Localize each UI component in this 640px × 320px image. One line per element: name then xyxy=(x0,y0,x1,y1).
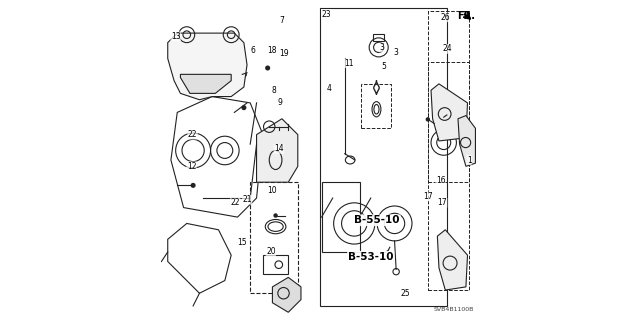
Text: SVB4B1100B: SVB4B1100B xyxy=(433,307,474,312)
Bar xyxy=(361,84,392,128)
Bar xyxy=(373,34,384,41)
Text: 22: 22 xyxy=(188,130,197,139)
Bar xyxy=(263,255,288,274)
Text: 16: 16 xyxy=(436,176,445,185)
Polygon shape xyxy=(458,116,476,166)
Text: 17: 17 xyxy=(437,198,447,207)
Circle shape xyxy=(445,112,450,116)
Polygon shape xyxy=(437,230,467,290)
Text: 3: 3 xyxy=(394,48,399,57)
Text: 3: 3 xyxy=(380,43,384,52)
Text: 7: 7 xyxy=(280,16,284,25)
Polygon shape xyxy=(431,84,467,141)
Text: 5: 5 xyxy=(381,62,386,71)
Circle shape xyxy=(273,213,278,218)
Text: 22: 22 xyxy=(230,198,240,207)
Text: 13: 13 xyxy=(171,32,180,41)
Text: 14: 14 xyxy=(274,144,284,153)
Text: 4: 4 xyxy=(327,84,332,93)
Text: 20: 20 xyxy=(266,247,276,257)
Text: 6: 6 xyxy=(251,46,256,55)
Text: 26: 26 xyxy=(440,13,450,22)
Circle shape xyxy=(191,183,196,188)
Text: 9: 9 xyxy=(278,99,283,108)
Circle shape xyxy=(426,117,430,122)
Text: 15: 15 xyxy=(237,238,247,247)
Polygon shape xyxy=(257,119,298,182)
Bar xyxy=(250,182,298,293)
Text: 12: 12 xyxy=(187,162,196,171)
Text: 24: 24 xyxy=(442,44,452,53)
Polygon shape xyxy=(273,277,301,312)
Text: 10: 10 xyxy=(268,186,277,195)
Text: 21: 21 xyxy=(243,195,252,204)
Text: 23: 23 xyxy=(321,10,331,19)
Polygon shape xyxy=(180,74,231,93)
Text: 8: 8 xyxy=(271,86,276,95)
Text: B-55-10: B-55-10 xyxy=(355,215,400,225)
Text: B-53-10: B-53-10 xyxy=(348,252,394,262)
Text: 17: 17 xyxy=(423,192,433,201)
Bar xyxy=(428,11,469,182)
Text: 19: 19 xyxy=(278,49,289,58)
Circle shape xyxy=(265,66,270,70)
Bar xyxy=(428,62,469,290)
Bar xyxy=(321,182,360,252)
Text: 25: 25 xyxy=(401,289,410,298)
Text: 1: 1 xyxy=(467,156,472,164)
Circle shape xyxy=(241,105,246,110)
Text: 11: 11 xyxy=(344,59,353,68)
Polygon shape xyxy=(168,33,247,100)
Text: FR.: FR. xyxy=(457,11,475,21)
Text: 18: 18 xyxy=(268,46,277,55)
Bar xyxy=(320,8,447,306)
